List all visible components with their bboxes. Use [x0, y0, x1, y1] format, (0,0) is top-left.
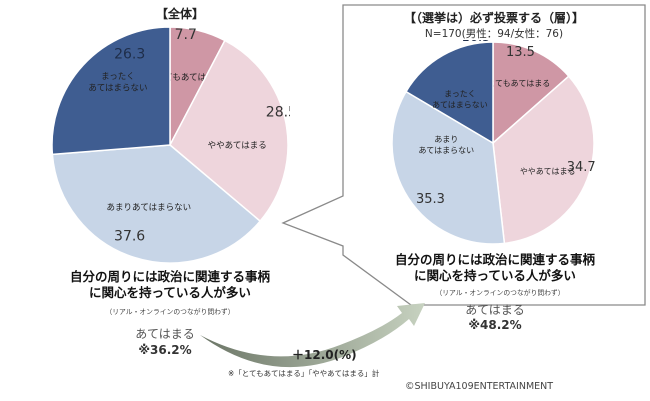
pie-left: とてもあてはまる 7.7 ややあてはまる 28.5 あまりあてはまらない 37.6 まったく… [51, 26, 290, 264]
delta-label: ＋12.0(%) [292, 348, 357, 362]
pie-slice-value: 13.5 [506, 45, 535, 60]
pie-slice-label: あまり [434, 135, 458, 144]
pie-slice-label: とてもあてはまる [156, 73, 223, 83]
pie-slice-label: あてはまらない [432, 101, 488, 110]
pie-slice-label: あてはまらない [418, 146, 474, 155]
pie-right-caption-line2: に関心を持っている人が多い [414, 268, 576, 283]
pie-left-title: 【全体】 [155, 7, 204, 21]
pie-right-caption-line1: 自分の周りには政治に関連する事柄 [394, 252, 595, 267]
pie-right-summary-value: ※48.2% [468, 318, 522, 332]
pie-left-caption: 自分の周りには政治に関連する事柄 に関心を持っている人が多い [40, 269, 300, 301]
pie-left-caption-line2: に関心を持っている人が多い [89, 285, 251, 300]
pie-slice [405, 41, 494, 145]
pie-slice-label: あまりあてはまらない [107, 203, 192, 213]
pie-right: とてもあてはまる13.5ややあてはまる34.7あまりあてはまらない35.3まった… [391, 40, 596, 245]
pie-slice-value: 26.3 [114, 47, 145, 63]
pie-right-summary-label: あてはまる [465, 303, 525, 317]
pie-right-caption: 自分の周りには政治に関連する事柄 に関心を持っている人が多い [355, 252, 635, 284]
increase-arrow [200, 303, 425, 368]
pie-right-caption-note: （リアル・オンラインのつながり問わず） [435, 289, 565, 297]
pie-slice [492, 41, 570, 145]
pie-left-caption-line1: 自分の周りには政治に関連する事柄 [69, 269, 270, 284]
pie-left-summary-value: ※36.2% [138, 343, 192, 357]
pie-slice-label: とてもあてはまる [487, 79, 550, 88]
pie-slice [492, 75, 595, 245]
pie-slice-value: 28.5 [266, 105, 290, 121]
pie-left-summary-label: あてはまる [135, 327, 195, 341]
pie-slice-value: 34.7 [567, 160, 596, 175]
pie-right-title: 【（選挙は）必ず投票する（層）】 [403, 11, 584, 25]
pie-slice-label: まったく [101, 72, 135, 82]
pie-slice-label: ややあてはまる [208, 141, 267, 151]
pie-slice [169, 39, 289, 223]
pie-slice [391, 90, 506, 245]
pie-slice-label: ややあてはまる [520, 167, 576, 176]
pie-slice-label: まったく [444, 90, 476, 99]
footnote: ※「とてもあてはまる」「ややあてはまる」計 [228, 369, 380, 378]
pie-slice-value: 37.6 [114, 229, 145, 245]
pie-slice [51, 26, 171, 156]
pie-slice-value: 35.3 [416, 192, 445, 207]
pie-slice-value: 7.7 [175, 27, 197, 43]
pie-slice [51, 144, 262, 264]
pie-right-subtitle: N=170(男性：94/女性：76) [424, 28, 564, 40]
pie-slice-label: あてはまらない [88, 84, 147, 94]
pie-slice-value: 16.5 [461, 40, 490, 45]
pie-left-caption-note: （リアル・オンラインのつながり問わず） [105, 308, 235, 316]
copyright: ©SHIBUYA109ENTERTAINMENT [405, 381, 554, 392]
